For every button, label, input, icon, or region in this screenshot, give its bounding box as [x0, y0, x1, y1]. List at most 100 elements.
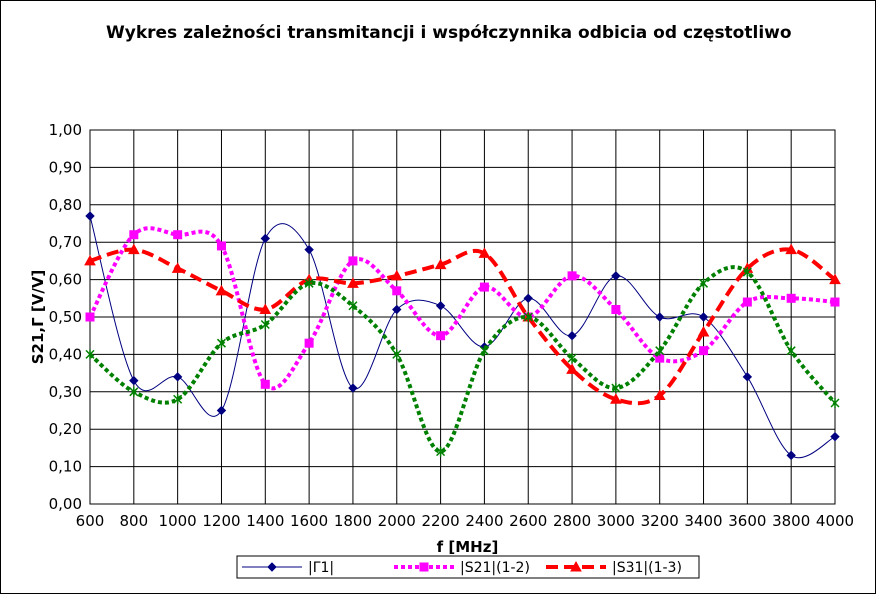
data-point	[216, 338, 227, 349]
data-point	[347, 277, 359, 288]
data-point	[698, 312, 709, 322]
grid	[89, 129, 836, 505]
data-point	[786, 293, 796, 303]
data-point	[742, 267, 752, 278]
series-line	[89, 247, 837, 406]
data-point	[830, 398, 840, 409]
data-point	[129, 230, 139, 240]
data-point	[129, 386, 139, 397]
data-point	[259, 303, 272, 315]
data-point	[304, 244, 314, 255]
y-axis-label: S21,Γ [V/V]	[29, 270, 47, 365]
data-point	[830, 297, 840, 307]
chart-title: Wykres zależności transmitancji i współc…	[106, 23, 792, 43]
y-tick-label: 0,30	[49, 383, 82, 401]
x-tick-label: 600	[76, 512, 105, 530]
series-2	[85, 226, 840, 391]
data-point	[567, 353, 577, 364]
legend-label: |S31|(1-3)	[612, 560, 682, 576]
data-point	[390, 269, 403, 281]
data-point	[348, 300, 358, 311]
data-point	[610, 393, 622, 404]
data-point	[611, 383, 621, 394]
legend-marker	[570, 560, 582, 572]
data-point	[85, 312, 95, 322]
data-point	[478, 247, 491, 258]
data-point	[785, 243, 798, 255]
data-point	[216, 405, 227, 416]
data-point	[697, 325, 710, 337]
series-3	[84, 243, 841, 406]
data-point	[611, 271, 621, 281]
data-point	[567, 271, 577, 281]
data-point	[172, 372, 183, 382]
x-tick-label: 2200	[421, 512, 459, 530]
x-tick-label: 1400	[246, 512, 284, 530]
data-point	[216, 241, 226, 251]
data-point	[479, 282, 489, 292]
x-tick-label: 3200	[641, 512, 679, 530]
y-tick-label: 0,80	[49, 196, 82, 214]
data-point	[171, 262, 184, 273]
legend: |Γ1| |S21|(1-2) |S31|(1-3)	[236, 555, 700, 579]
data-point	[348, 383, 358, 393]
data-point	[85, 349, 95, 360]
data-point	[786, 450, 796, 461]
data-point	[655, 345, 665, 356]
y-tick-label: 0,90	[49, 158, 82, 176]
x-tick-label: 3600	[728, 512, 766, 530]
y-tick-label: 0,10	[49, 458, 82, 476]
x-tick-label: 1200	[202, 512, 240, 530]
legend-label: |S21|(1-2)	[460, 560, 530, 576]
data-point	[742, 372, 753, 382]
data-point	[260, 233, 271, 244]
x-tick-label: 2000	[378, 512, 416, 530]
data-point	[129, 375, 139, 386]
legend-marker	[267, 562, 277, 572]
data-point	[304, 278, 314, 289]
data-point	[85, 211, 95, 221]
data-point	[698, 278, 709, 289]
data-point	[127, 243, 140, 255]
y-tick-label: 1,00	[49, 121, 82, 139]
y-tick-label: 0,70	[49, 233, 82, 251]
x-tick-label: 1000	[159, 512, 197, 530]
data-point	[260, 379, 270, 389]
x-tick-label: 2600	[509, 512, 547, 530]
x-tick-label: 800	[120, 512, 149, 530]
data-point	[829, 273, 841, 285]
data-point	[830, 431, 840, 442]
data-point	[523, 312, 533, 322]
data-point	[653, 389, 666, 401]
x-tick-label: 1800	[334, 512, 372, 530]
x-tick-label: 2800	[553, 512, 591, 530]
data-point	[84, 254, 96, 266]
y-tick-label: 0,50	[49, 308, 82, 326]
data-point	[786, 345, 796, 356]
data-point	[392, 286, 402, 296]
x-tick-label: 3800	[772, 512, 810, 530]
y-tick-label: 0,00	[49, 495, 82, 513]
data-point	[392, 304, 402, 315]
data-point	[436, 446, 446, 457]
data-point	[392, 349, 402, 360]
data-point	[436, 331, 446, 341]
legend-label: |Γ1|	[308, 560, 334, 576]
x-tick-label: 2400	[465, 512, 503, 530]
data-point	[348, 256, 358, 266]
data-point	[479, 345, 489, 356]
data-point	[173, 394, 183, 405]
data-point	[742, 297, 752, 307]
data-point	[260, 319, 270, 330]
x-tick-label: 3000	[597, 512, 635, 530]
x-axis-label: f [MHz]	[437, 538, 499, 556]
data-point	[699, 346, 709, 356]
data-point	[523, 293, 533, 304]
legend-marker	[419, 562, 429, 572]
x-tick-label: 1600	[290, 512, 328, 530]
data-point	[304, 338, 314, 348]
y-tick-label: 0,20	[49, 420, 82, 438]
y-tick-label: 0,60	[49, 271, 82, 289]
